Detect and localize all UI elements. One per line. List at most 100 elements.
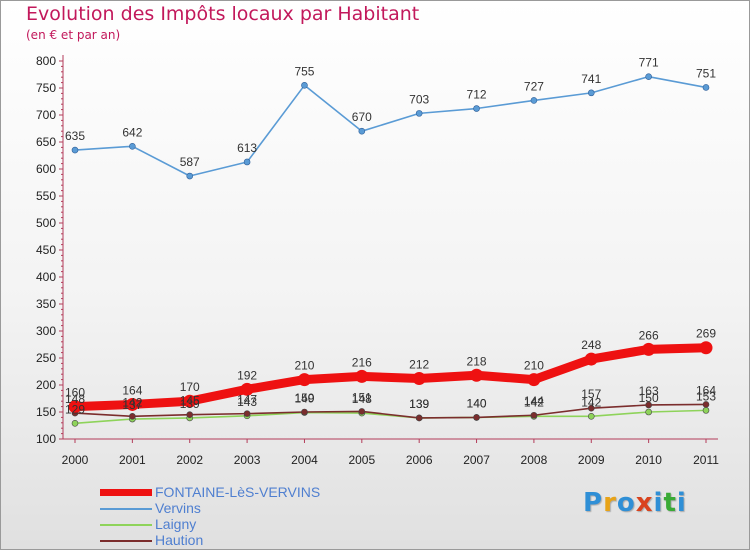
data-label-0: 248 bbox=[581, 338, 601, 352]
x-tick-label: 2007 bbox=[463, 453, 490, 467]
data-label-1: 642 bbox=[122, 125, 142, 139]
y-tick-label: 700 bbox=[36, 108, 56, 122]
x-tick-label: 2002 bbox=[176, 453, 203, 467]
data-label-0: 192 bbox=[237, 368, 257, 382]
data-label-3: 142 bbox=[122, 395, 142, 409]
data-point-3 bbox=[243, 410, 251, 417]
x-tick-label: 2000 bbox=[62, 453, 89, 467]
data-label-2: 137 bbox=[122, 398, 142, 412]
data-point-0 bbox=[183, 394, 197, 408]
data-point-2 bbox=[702, 407, 710, 414]
data-label-3: 164 bbox=[696, 383, 716, 397]
data-point-3 bbox=[186, 411, 194, 419]
data-label-2: 148 bbox=[352, 392, 372, 406]
data-label-1: 751 bbox=[696, 66, 716, 80]
data-label-0: 212 bbox=[409, 358, 429, 372]
data-point-1 bbox=[473, 105, 480, 112]
data-point-2 bbox=[71, 420, 79, 427]
data-point-3 bbox=[645, 401, 652, 409]
logo-letter: o bbox=[616, 488, 636, 518]
data-label-3: 157 bbox=[581, 387, 601, 401]
data-point-3 bbox=[587, 404, 595, 412]
y-tick-label: 650 bbox=[36, 135, 56, 149]
data-point-1 bbox=[71, 146, 79, 154]
data-label-3: 140 bbox=[467, 396, 487, 410]
data-label-3: 144 bbox=[524, 394, 544, 408]
data-label-1: 587 bbox=[180, 155, 200, 169]
data-label-1: 670 bbox=[352, 110, 372, 124]
data-label-2: 150 bbox=[639, 391, 659, 405]
legend-swatch-laigny bbox=[100, 524, 152, 526]
proxiti-logo: Proxiti bbox=[583, 488, 687, 518]
data-point-1 bbox=[645, 73, 652, 80]
data-label-2: 139 bbox=[180, 397, 200, 411]
data-point-1 bbox=[587, 89, 595, 97]
data-point-0 bbox=[297, 373, 311, 387]
data-point-3 bbox=[702, 401, 710, 408]
y-tick-label: 800 bbox=[36, 54, 56, 68]
data-point-0 bbox=[584, 352, 598, 366]
data-point-2 bbox=[645, 408, 652, 416]
data-label-0: 210 bbox=[294, 359, 314, 373]
data-label-2: 139 bbox=[409, 397, 429, 411]
data-point-3 bbox=[129, 413, 136, 420]
data-label-3: 145 bbox=[180, 394, 200, 408]
data-point-1 bbox=[129, 143, 136, 150]
legend-swatch-vervins bbox=[100, 508, 152, 510]
x-tick-label: 2011 bbox=[693, 453, 719, 467]
data-point-0 bbox=[412, 372, 426, 386]
data-point-0 bbox=[125, 397, 139, 411]
data-point-2 bbox=[587, 413, 595, 420]
data-point-0 bbox=[240, 382, 254, 396]
legend-item-fontaine: FONTAINE-LèS-VERVINS bbox=[100, 484, 360, 502]
x-tick-label: 2009 bbox=[578, 453, 605, 467]
chart-subtitle: (en € et par an) bbox=[26, 28, 121, 42]
logo-letter: r bbox=[603, 488, 617, 518]
y-tick-label: 200 bbox=[36, 378, 56, 392]
x-tick-label: 2005 bbox=[348, 453, 375, 467]
data-label-3: 163 bbox=[639, 384, 659, 398]
data-label-0: 216 bbox=[352, 355, 372, 369]
x-tick-label: 2010 bbox=[635, 453, 662, 467]
data-point-3 bbox=[358, 408, 366, 415]
data-point-0 bbox=[470, 368, 484, 382]
x-tick-label: 2008 bbox=[521, 453, 548, 467]
x-tick-label: 2006 bbox=[406, 453, 433, 467]
data-point-3 bbox=[473, 414, 480, 421]
data-point-1 bbox=[186, 172, 194, 180]
y-tick-label: 150 bbox=[36, 405, 56, 419]
legend-label-fontaine: FONTAINE-LèS-VERVINS bbox=[155, 484, 321, 500]
data-label-0: 269 bbox=[696, 327, 716, 341]
y-tick-label: 100 bbox=[36, 432, 56, 446]
chart-title: Evolution des Impôts locaux par Habitant bbox=[26, 3, 420, 25]
logo-letter: i bbox=[653, 488, 664, 518]
data-label-1: 712 bbox=[467, 88, 487, 102]
data-label-2: 142 bbox=[524, 395, 544, 409]
logo-letter: i bbox=[676, 488, 687, 518]
data-point-0 bbox=[642, 342, 656, 356]
series-line-0 bbox=[70, 343, 711, 412]
data-label-3: 151 bbox=[352, 390, 372, 404]
data-label-0: 164 bbox=[122, 383, 142, 397]
data-label-3: 148 bbox=[65, 392, 85, 406]
data-label-0: 218 bbox=[467, 354, 487, 368]
legend-swatch-haution bbox=[100, 540, 152, 542]
y-tick-label: 750 bbox=[36, 81, 56, 95]
data-point-3 bbox=[415, 414, 423, 422]
data-label-0: 170 bbox=[180, 380, 200, 394]
y-tick-label: 250 bbox=[36, 351, 56, 365]
data-label-1: 771 bbox=[639, 56, 659, 70]
logo-letter: P bbox=[583, 488, 604, 518]
legend-label-laigny: Laigny bbox=[155, 516, 197, 532]
series-line-1 bbox=[74, 75, 707, 177]
data-label-1: 613 bbox=[237, 141, 257, 155]
data-label-2: 149 bbox=[294, 392, 314, 406]
data-label-3: 139 bbox=[409, 397, 429, 411]
data-label-1: 755 bbox=[294, 64, 314, 78]
legend-swatch-fontaine bbox=[100, 489, 152, 496]
y-tick-label: 600 bbox=[36, 162, 56, 176]
data-label-3: 147 bbox=[237, 393, 257, 407]
data-point-1 bbox=[702, 84, 710, 91]
